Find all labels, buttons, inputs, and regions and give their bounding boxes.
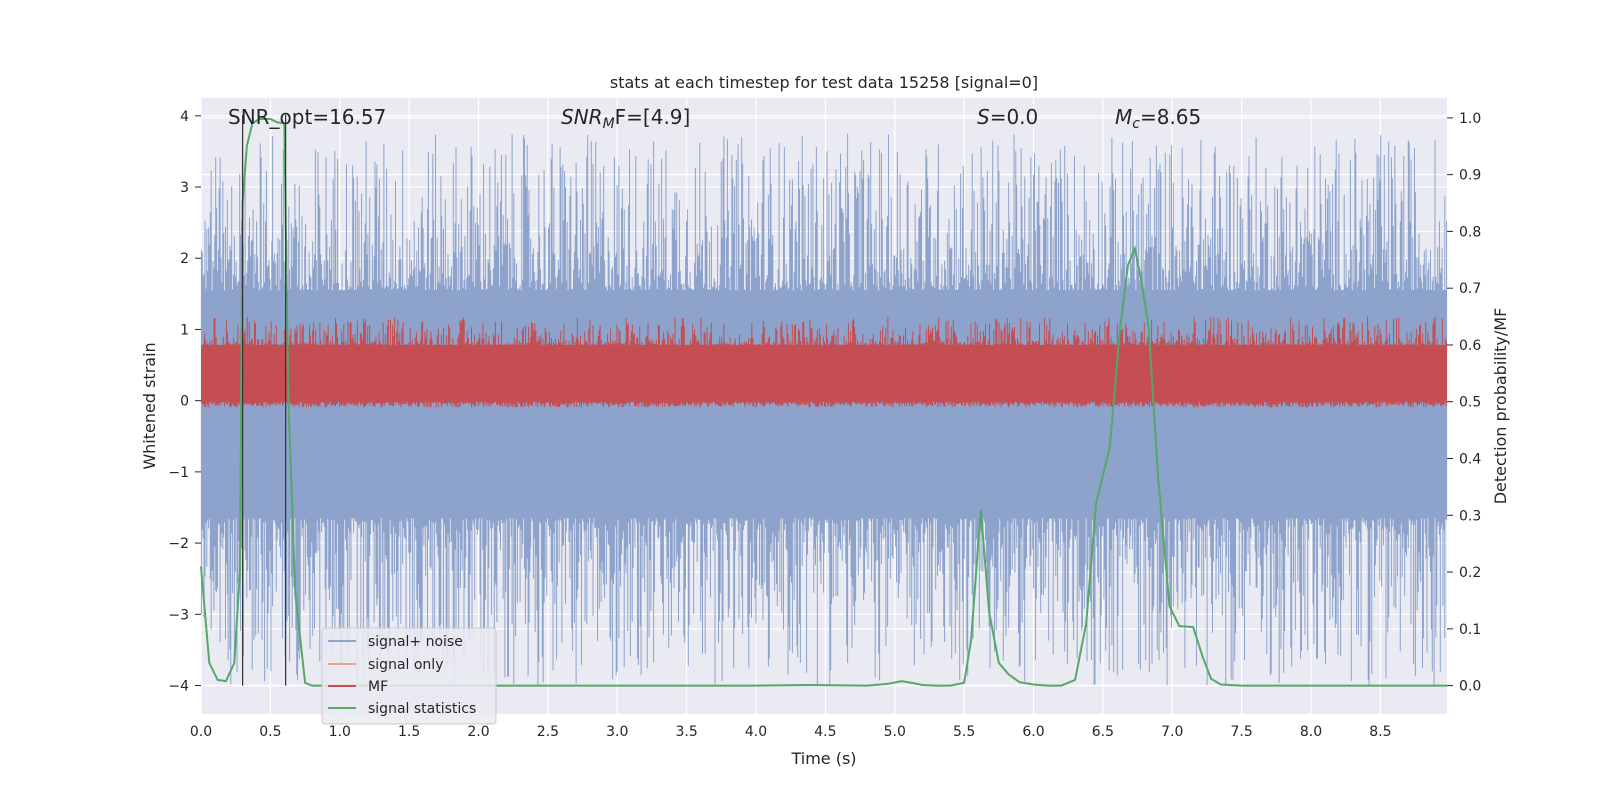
- y2-ticks: 0.0 0.1 0.2 0.3 0.4 0.5 0.6 0.7 0.8 0.9 1.0: [1447, 111, 1481, 695]
- y2-tick-label: 0.7: [1459, 281, 1481, 297]
- legend-label-mf: MF: [368, 679, 388, 695]
- y-tick-label: −4: [168, 679, 189, 695]
- x-axis-title: Time (s): [790, 749, 856, 768]
- x-tick-label: 3.5: [676, 724, 698, 740]
- x-tick-label: 6.5: [1092, 724, 1114, 740]
- mf-trace: [201, 316, 1447, 408]
- y2-tick-label: 0.5: [1459, 395, 1481, 411]
- x-tick-label: 3.0: [606, 724, 628, 740]
- y-tick-label: −2: [168, 536, 189, 552]
- y-tick-label: 1: [180, 322, 189, 338]
- y2-tick-label: 1.0: [1459, 111, 1481, 127]
- y-ticks: −4 −3 −2 −1 0 1 2 3 4: [168, 109, 201, 695]
- x-tick-label: 5.0: [884, 724, 906, 740]
- x-tick-label: 0.5: [259, 724, 281, 740]
- legend: signal+ noise signal only MF signal stat…: [321, 627, 497, 725]
- x-tick-label: 8.5: [1369, 724, 1391, 740]
- y2-tick-label: 0.1: [1459, 622, 1481, 638]
- y-tick-label: −1: [168, 465, 189, 481]
- y2-tick-label: 0.3: [1459, 508, 1481, 524]
- x-tick-label: 1.5: [398, 724, 420, 740]
- x-tick-label: 2.5: [537, 724, 559, 740]
- x-tick-label: 2.0: [467, 724, 489, 740]
- y-tick-label: −3: [168, 607, 189, 623]
- x-tick-label: 1.0: [329, 724, 351, 740]
- vertical-markers: [242, 115, 287, 686]
- legend-label-signal-statistics: signal statistics: [368, 701, 476, 717]
- x-tick-label: 0.0: [190, 724, 212, 740]
- y2-tick-label: 0.2: [1459, 565, 1481, 581]
- x-tick-label: 5.5: [953, 724, 975, 740]
- y-tick-label: 3: [180, 180, 189, 196]
- annotation-snr-opt: SNR_opt=16.57: [228, 105, 386, 129]
- signal-statistics-line: [200, 118, 1447, 687]
- legend-label-signal-only: signal only: [368, 657, 443, 673]
- y-axis-title: Whitened strain: [140, 342, 159, 469]
- y-tick-label: 2: [180, 251, 189, 267]
- y2-tick-label: 0.4: [1459, 452, 1481, 468]
- annotation-snr-mf: SNRMF=[4.9]: [561, 105, 690, 132]
- x-tick-label: 4.5: [814, 724, 836, 740]
- x-tick-label: 8.0: [1300, 724, 1322, 740]
- x-tick-label: 7.5: [1231, 724, 1253, 740]
- y-tick-label: 4: [180, 109, 189, 125]
- x-tick-label: 4.0: [745, 724, 767, 740]
- signal-statistics-series: [200, 118, 1447, 687]
- annotation-s: S=0.0: [977, 105, 1038, 129]
- x-ticks: 0.0 0.5 1.0 1.5 2.0 2.5 3.0 3.5 4.0 4.5 5.0 5.5 6.0 6…: [190, 724, 1392, 740]
- x-tick-label: 6.0: [1022, 724, 1044, 740]
- legend-box: [321, 627, 497, 725]
- y2-tick-label: 0.8: [1459, 224, 1481, 240]
- annotation-mc: Mc=8.65: [1115, 105, 1201, 132]
- chart-title: stats at each timestep for test data 152…: [610, 73, 1038, 92]
- y-tick-label: 0: [180, 394, 189, 410]
- y2-tick-label: 0.0: [1459, 679, 1481, 695]
- legend-label-noise: signal+ noise: [368, 634, 463, 650]
- y2-axis-title: Detection probability/MF: [1491, 308, 1510, 505]
- mf-series: [201, 316, 1447, 408]
- y2-tick-label: 0.6: [1459, 338, 1481, 354]
- x-tick-label: 7.0: [1161, 724, 1183, 740]
- y2-tick-label: 0.9: [1459, 168, 1481, 184]
